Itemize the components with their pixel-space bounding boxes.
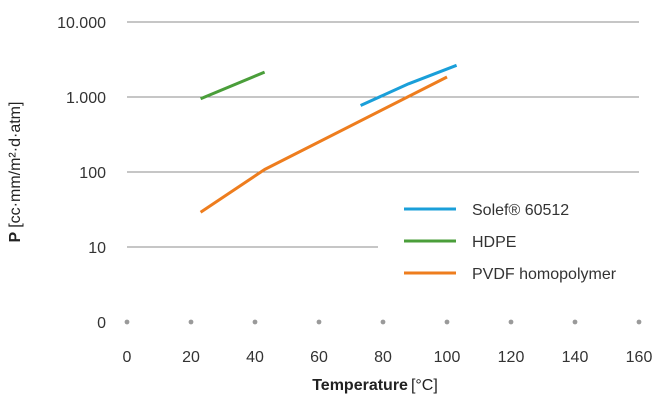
series-lines xyxy=(199,63,458,214)
x-tick-dot xyxy=(188,319,194,325)
x-axis-tick-labels: 0 20 40 60 80 100 120 140 160 xyxy=(123,349,653,366)
x-tick-label: 20 xyxy=(182,349,200,366)
x-tick-label: 160 xyxy=(626,349,653,366)
x-tick-dot xyxy=(444,319,450,325)
x-tick-label: 140 xyxy=(562,349,589,366)
x-tick-label: 80 xyxy=(374,349,392,366)
series-line xyxy=(359,63,458,107)
x-tick-dot xyxy=(508,319,514,325)
x-axis-title-label: Temperature xyxy=(312,377,408,394)
y-tick-label: 0 xyxy=(97,315,106,332)
x-tick-label: 40 xyxy=(246,349,264,366)
x-tick-dot xyxy=(124,319,130,325)
series-line xyxy=(199,75,448,214)
y-axis-title-label: P xyxy=(7,231,24,242)
x-tick-label: 60 xyxy=(310,349,328,366)
legend-label: PVDF homopolymer xyxy=(472,266,617,283)
x-tick-dot xyxy=(572,319,578,325)
legend-label: HDPE xyxy=(472,234,516,251)
y-axis-title: P [cc·mm/m²·d·atm] xyxy=(7,102,24,243)
x-axis-title-unit: [°C] xyxy=(411,377,438,394)
y-axis-title-unit: [cc·mm/m²·d·atm] xyxy=(7,102,24,228)
legend: Solef® 60512 HDPE PVDF homopolymer xyxy=(404,202,617,283)
y-tick-label: 10.000 xyxy=(57,15,106,32)
y-axis-tick-labels: 0 10 100 1.000 10.000 xyxy=(57,15,106,332)
x-tick-dot xyxy=(252,319,258,325)
series-line xyxy=(200,70,266,101)
x-tick-dot xyxy=(380,319,386,325)
x-axis-tick-dots xyxy=(124,319,642,325)
x-tick-label: 100 xyxy=(434,349,461,366)
legend-label: Solef® 60512 xyxy=(472,202,569,219)
x-tick-label: 0 xyxy=(123,349,132,366)
y-tick-label: 1.000 xyxy=(66,90,106,107)
y-tick-label: 100 xyxy=(79,165,106,182)
y-tick-label: 10 xyxy=(88,240,106,257)
x-tick-dot xyxy=(636,319,642,325)
x-tick-dot xyxy=(316,319,322,325)
x-tick-label: 120 xyxy=(498,349,525,366)
x-axis-title: Temperature [°C] xyxy=(312,377,438,394)
